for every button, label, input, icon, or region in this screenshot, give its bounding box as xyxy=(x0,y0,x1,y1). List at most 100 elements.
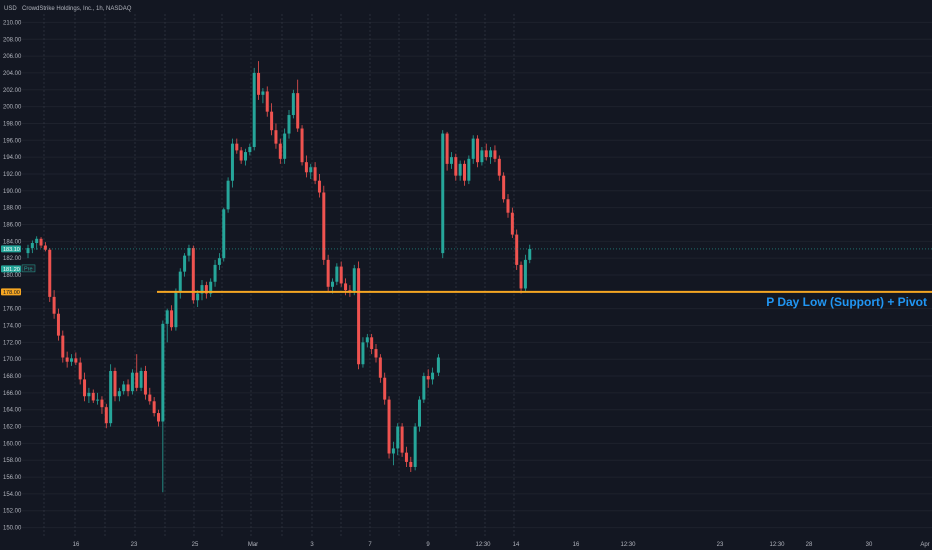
candle-body xyxy=(497,158,501,176)
candle-body xyxy=(74,358,78,363)
y-tick-label: 200.00 xyxy=(3,105,22,111)
candle-body xyxy=(143,370,147,395)
candle-body xyxy=(441,133,445,254)
candle-body xyxy=(317,180,321,193)
candle-body xyxy=(52,296,56,314)
candle-body xyxy=(422,376,426,400)
x-tick-label: 28 xyxy=(806,542,813,548)
candle-body xyxy=(87,392,91,397)
y-tick-label: 168.00 xyxy=(3,374,22,380)
x-tick-label: 23 xyxy=(717,542,724,548)
candle-body xyxy=(248,147,252,153)
candle-body xyxy=(35,238,39,244)
candle-body xyxy=(510,212,514,235)
y-tick-label: 190.00 xyxy=(3,189,22,195)
candle-body xyxy=(480,150,484,163)
last-price-badge: 183.10 xyxy=(3,247,20,253)
y-tick-label: 170.00 xyxy=(3,357,22,363)
candle-body xyxy=(296,93,300,129)
candle-body xyxy=(365,337,369,343)
prev-price-badge-bg xyxy=(1,265,21,273)
y-tick-label: 164.00 xyxy=(3,408,22,414)
candle-body xyxy=(204,285,208,294)
candle-body xyxy=(39,238,43,246)
candle-body xyxy=(436,357,440,373)
x-tick-label: Apr xyxy=(920,542,929,548)
candle-body xyxy=(335,266,339,282)
candle-body xyxy=(449,157,453,164)
y-tick-label: 208.00 xyxy=(3,37,22,43)
x-tick-label: 12:30 xyxy=(475,542,491,548)
candle-body xyxy=(387,399,391,454)
candle-body xyxy=(431,372,435,380)
x-tick-label: 12:30 xyxy=(620,542,636,548)
last-price-badge-bg xyxy=(1,245,21,253)
candle-body xyxy=(157,413,160,422)
x-tick-label: 30 xyxy=(866,542,873,548)
x-tick-label: 16 xyxy=(573,542,580,548)
candle-body xyxy=(322,192,326,260)
candle-body xyxy=(396,426,400,449)
y-tick-label: 202.00 xyxy=(3,88,22,94)
currency-label: USD xyxy=(4,6,17,12)
candle-body xyxy=(523,259,527,289)
candle-body xyxy=(300,128,304,163)
x-tick-label: 9 xyxy=(426,542,430,548)
candle-body xyxy=(467,158,471,181)
candle-body xyxy=(70,358,73,362)
candle-body xyxy=(278,143,282,159)
candle-body xyxy=(489,150,493,158)
x-tick-label: 12:30 xyxy=(769,542,785,548)
y-tick-label: 182.00 xyxy=(3,256,22,262)
candle-body xyxy=(287,115,291,134)
candle-body xyxy=(274,130,278,144)
candle-body xyxy=(239,150,243,161)
candle-body xyxy=(209,281,213,294)
candle-body xyxy=(244,152,247,161)
candle-body xyxy=(265,91,269,112)
candle-body xyxy=(230,143,234,181)
candle-body xyxy=(130,372,134,392)
y-tick-label: 160.00 xyxy=(3,441,22,447)
x-tick-label: 7 xyxy=(368,542,372,548)
x-tick-label: 16 xyxy=(73,542,80,548)
y-tick-label: 172.00 xyxy=(3,340,22,346)
candle-body xyxy=(235,143,239,151)
y-tick-label: 176.00 xyxy=(3,307,22,313)
candle-body xyxy=(174,291,178,328)
candle-body xyxy=(493,150,497,159)
candle-body xyxy=(261,91,265,95)
support-annotation-label: P Day Low (Support) + Pivot xyxy=(766,295,927,309)
candle-body xyxy=(326,259,330,287)
candle-body xyxy=(113,370,117,397)
candle-body xyxy=(445,133,449,164)
candle-body xyxy=(471,138,475,159)
symbol-title: CrowdStrike Holdings, Inc., 1h, NASDAQ xyxy=(22,6,132,12)
candle-body xyxy=(383,377,387,400)
candle-body xyxy=(418,399,421,427)
y-tick-label: 184.00 xyxy=(3,239,22,245)
candle-body xyxy=(213,264,217,282)
candle-body xyxy=(339,266,343,284)
y-tick-label: 154.00 xyxy=(3,492,22,498)
candle-body xyxy=(309,167,313,173)
candle-body xyxy=(178,271,182,292)
candle-body xyxy=(304,162,308,173)
candle-body xyxy=(65,357,69,362)
y-tick-label: 204.00 xyxy=(3,71,22,77)
y-tick-label: 162.00 xyxy=(3,425,22,431)
candle-body xyxy=(222,209,226,259)
candle-body xyxy=(48,249,52,297)
candle-body xyxy=(404,452,408,462)
candle-body xyxy=(291,93,295,116)
candle-body xyxy=(331,281,334,287)
pre-market-badge: Pre xyxy=(24,266,33,272)
candle-body xyxy=(196,293,200,301)
candle-body xyxy=(56,313,60,336)
level-price-badge: 178.00 xyxy=(3,290,20,296)
candle-body xyxy=(357,268,361,365)
candle-body xyxy=(109,370,113,424)
candle-body xyxy=(257,72,261,95)
candle-body xyxy=(122,384,126,392)
